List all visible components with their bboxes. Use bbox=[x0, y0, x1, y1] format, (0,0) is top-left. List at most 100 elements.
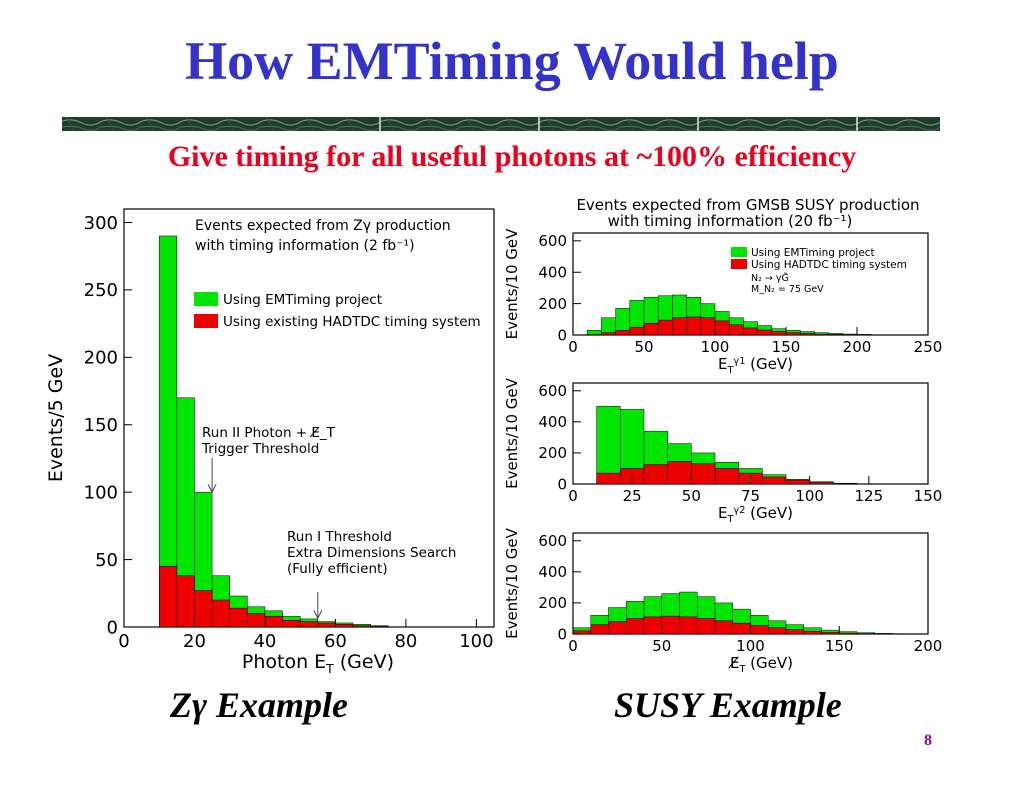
hist-bar bbox=[643, 616, 662, 635]
zgamma-histogram-svg: 0 20 40 60 80 100 0 50 100 150 200 250 300 Photon ET … bbox=[45, 208, 495, 676]
x-axis-label: Photon ET (GeV) bbox=[242, 651, 394, 676]
y-tick-label: 200 bbox=[538, 295, 567, 313]
hist-bar bbox=[762, 476, 787, 485]
y-tick-label: 400 bbox=[538, 413, 567, 431]
hist-bar bbox=[686, 316, 702, 336]
x-tick-label: 0 bbox=[118, 631, 129, 652]
hist-bar bbox=[626, 618, 645, 635]
hist-bar bbox=[352, 625, 371, 628]
y-axis-label: Events/5 GeV bbox=[45, 354, 67, 482]
annotation-arrowhead bbox=[207, 483, 217, 494]
x-tick-label: 200 bbox=[914, 637, 943, 655]
hist-bar bbox=[229, 607, 248, 628]
series-hadtdc bbox=[158, 566, 389, 628]
hist-bar bbox=[667, 461, 692, 485]
annotation-text: Run II Photon + E̸_T bbox=[202, 425, 336, 441]
y-tick-label: 150 bbox=[84, 415, 118, 436]
susy-et1-histogram-svg: 0 50 100 150 200 250 0 200 400 600 ETγ1 (GeV) Event… bbox=[503, 196, 943, 376]
susy-met-histogram-svg: 0 50 100 150 200 0 200 400 600 E̸T (GeV) Events/10… bbox=[503, 527, 943, 674]
zgamma-histogram: 0 20 40 60 80 100 0 50 100 150 200 250 300 Photon ET … bbox=[40, 200, 505, 680]
x-tick-label: 250 bbox=[914, 338, 943, 356]
x-tick-label: 75 bbox=[741, 487, 760, 505]
x-tick-label: 125 bbox=[855, 487, 884, 505]
hist-bar bbox=[785, 332, 801, 336]
hist-bar bbox=[691, 463, 716, 485]
hist-bar bbox=[596, 472, 621, 485]
hist-bar bbox=[247, 613, 266, 628]
y-tick-label: 400 bbox=[538, 263, 567, 281]
y-tick-label: 0 bbox=[557, 326, 567, 344]
hist-bar bbox=[596, 406, 621, 485]
y-tick-label: 600 bbox=[538, 382, 567, 400]
hist-bar bbox=[799, 333, 815, 336]
hist-bar bbox=[700, 317, 716, 336]
hist-bar bbox=[839, 632, 858, 635]
hist-bar bbox=[714, 320, 730, 336]
annotation-text: (Fully efficient) bbox=[287, 561, 388, 577]
hist-bar bbox=[828, 334, 844, 336]
legend-swatch bbox=[194, 314, 218, 328]
hist-bar bbox=[672, 317, 687, 336]
hist-bar bbox=[814, 333, 829, 336]
legend-swatch bbox=[194, 292, 218, 306]
y-tick-label: 50 bbox=[95, 550, 118, 571]
page-number: 8 bbox=[924, 732, 932, 749]
hist-bar bbox=[679, 616, 698, 635]
hist-bar bbox=[821, 632, 840, 635]
hist-bar bbox=[697, 618, 716, 635]
x-tick-label: 0 bbox=[568, 637, 578, 655]
hist-bar bbox=[601, 332, 616, 336]
y-tick-label: 300 bbox=[84, 213, 118, 234]
x-tick-label: 100 bbox=[701, 338, 730, 356]
y-tick-label: 200 bbox=[538, 594, 567, 612]
x-tick-label: 50 bbox=[634, 338, 653, 356]
x-tick-label: 100 bbox=[795, 487, 824, 505]
y-axis-label: Events/10 GeV bbox=[505, 228, 521, 340]
x-tick-label: 200 bbox=[843, 338, 872, 356]
susy-et2-histogram-svg: 0 25 50 75 100 125 150 0 200 400 600 ETγ2 (GeV) Even… bbox=[503, 377, 943, 524]
hist-bar bbox=[809, 482, 834, 485]
hist-bar bbox=[657, 319, 673, 336]
x-tick-label: 50 bbox=[682, 487, 701, 505]
x-tick-label: 50 bbox=[652, 637, 671, 655]
hist-bar bbox=[299, 621, 319, 628]
hist-bar bbox=[608, 621, 627, 635]
hist-bar bbox=[158, 566, 178, 628]
chart-title: Events expected from GMSB SUSY productio… bbox=[576, 196, 919, 214]
annotation-arrowhead bbox=[313, 610, 323, 620]
y-tick-label: 600 bbox=[538, 232, 567, 250]
x-tick-label: 25 bbox=[623, 487, 642, 505]
y-tick-label: 250 bbox=[84, 280, 118, 301]
hist-bar bbox=[661, 615, 680, 635]
hist-bar bbox=[643, 322, 659, 336]
chart-subtitle: with timing information (20 fb⁻¹) bbox=[608, 212, 853, 230]
caption-susy: SUSY Example bbox=[614, 685, 842, 725]
series-hadtdc bbox=[586, 316, 872, 336]
caption-zgamma: Zγ Example bbox=[170, 684, 348, 726]
x-tick-label: 80 bbox=[394, 631, 417, 652]
x-tick-label: 0 bbox=[568, 338, 578, 356]
hist-bar bbox=[728, 324, 744, 336]
x-tick-label: 100 bbox=[736, 637, 765, 655]
x-tick-label: 20 bbox=[183, 631, 206, 652]
x-tick-label: 150 bbox=[914, 487, 943, 505]
slide-title: How EMTiming Would help bbox=[185, 31, 839, 91]
y-tick-label: 400 bbox=[538, 563, 567, 581]
y-tick-label: 0 bbox=[107, 617, 118, 638]
susy-met-histogram: 0 50 100 150 200 0 200 400 600 E̸T (GeV) Events/10… bbox=[503, 515, 955, 685]
annotation-text: Extra Dimensions Search bbox=[287, 545, 456, 561]
chart-subtitle: with timing information (2 fb⁻¹) bbox=[195, 238, 415, 254]
x-tick-label: 0 bbox=[568, 487, 578, 505]
caption-zgamma-text: Example bbox=[215, 685, 348, 725]
hist-bar bbox=[743, 327, 758, 336]
hist-bar bbox=[785, 479, 810, 485]
x-tick-label: 40 bbox=[253, 631, 276, 652]
legend-note: M_N₂ = 75 GeV bbox=[751, 284, 824, 295]
susy-et2-histogram: 0 25 50 75 100 125 150 0 200 400 600 ETγ2 (GeV) Even… bbox=[503, 365, 955, 535]
hist-bar bbox=[714, 468, 739, 485]
chart-title: Events expected from Zγ production bbox=[195, 218, 451, 234]
y-tick-label: 200 bbox=[84, 348, 118, 369]
hist-bar bbox=[211, 599, 230, 628]
hist-bar bbox=[317, 622, 336, 628]
